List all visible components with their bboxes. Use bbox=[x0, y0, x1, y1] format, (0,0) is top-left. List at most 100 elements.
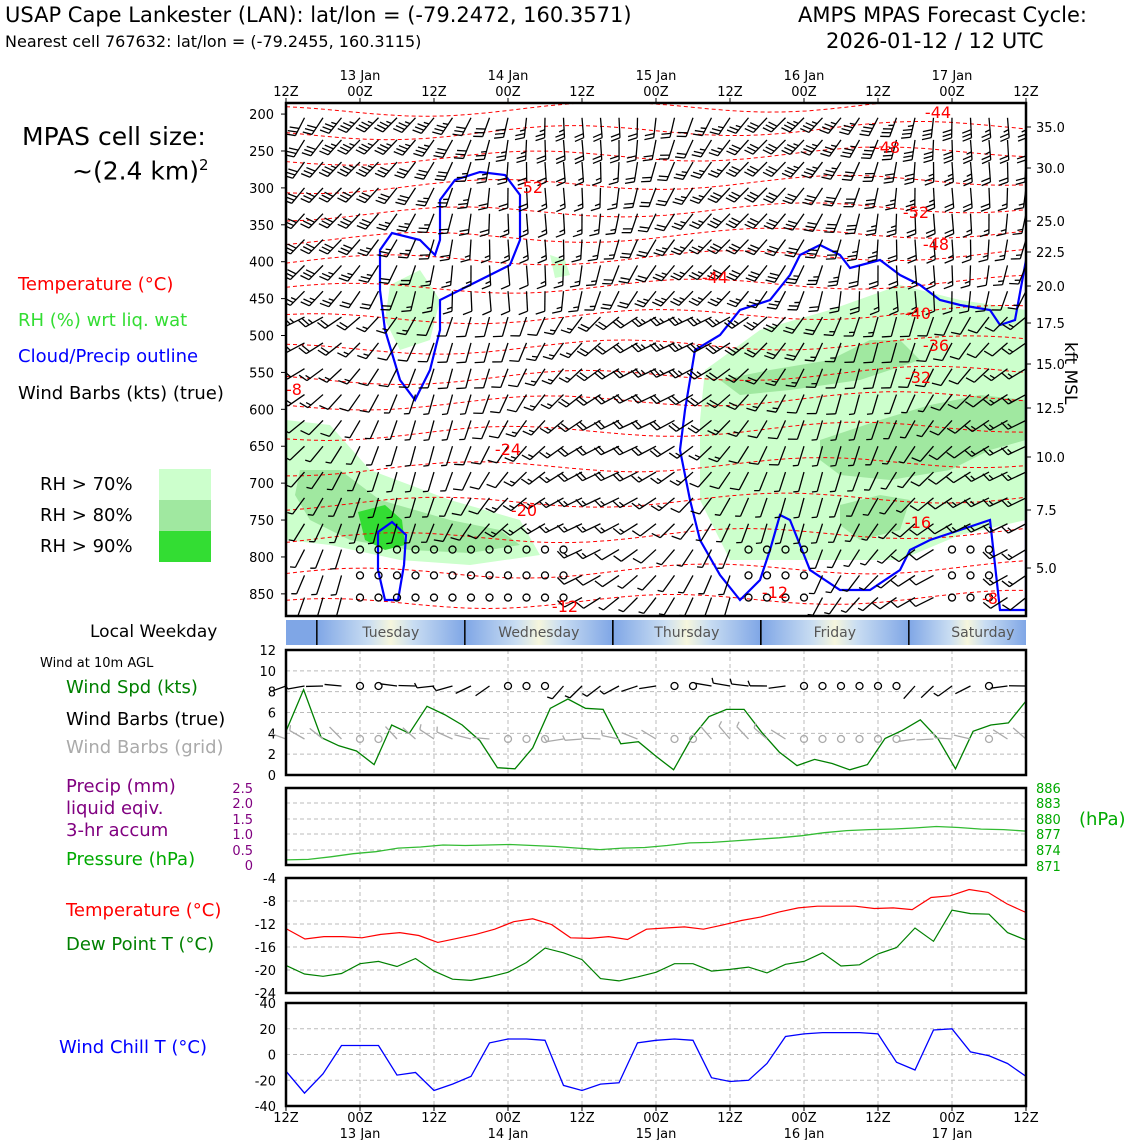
barb-flag bbox=[303, 298, 313, 304]
barb-flag bbox=[612, 500, 621, 509]
barb-staff bbox=[368, 394, 380, 413]
wind-barb bbox=[726, 117, 750, 134]
wind-barb bbox=[612, 342, 638, 354]
barb-staff bbox=[459, 523, 472, 541]
barb-staff bbox=[551, 342, 565, 360]
barb-flag bbox=[1001, 580, 1010, 588]
wind-barb bbox=[707, 290, 731, 307]
wind-barb bbox=[652, 290, 675, 307]
barb-half-flag bbox=[988, 424, 994, 429]
barb-flag bbox=[962, 233, 972, 238]
barb-flag bbox=[593, 137, 603, 143]
barb-flag bbox=[396, 229, 407, 232]
barb-flag bbox=[287, 193, 298, 198]
wind-barb bbox=[553, 265, 565, 289]
barb-flag bbox=[823, 334, 834, 337]
wind-barb bbox=[910, 471, 934, 487]
wind-barb bbox=[707, 264, 731, 281]
barb-staff bbox=[482, 368, 491, 389]
barb-flag bbox=[612, 395, 620, 404]
wind-barb bbox=[631, 497, 657, 510]
barb-staff bbox=[937, 419, 953, 436]
wind-barb bbox=[508, 368, 528, 388]
barb-flag bbox=[1015, 177, 1026, 182]
barb-flag bbox=[805, 122, 815, 128]
barb-flag bbox=[707, 430, 717, 436]
wind-barb bbox=[433, 523, 454, 543]
barb-half-flag bbox=[544, 501, 550, 507]
barb-flag bbox=[820, 152, 830, 157]
wind-barb bbox=[945, 471, 971, 484]
barb-flag bbox=[981, 133, 991, 139]
barb-flag bbox=[863, 126, 873, 130]
calm-circle bbox=[429, 571, 439, 580]
wind-barb bbox=[480, 239, 491, 264]
barb-staff bbox=[287, 685, 305, 690]
wind-barb bbox=[1001, 393, 1026, 405]
barb-flag bbox=[656, 224, 667, 228]
wind-barb bbox=[380, 290, 398, 311]
barb-staff bbox=[582, 523, 601, 533]
temperature-contour-label: -52 bbox=[903, 203, 929, 222]
barb-flag bbox=[727, 347, 737, 354]
wind-barb bbox=[982, 497, 1008, 507]
barb-flag bbox=[709, 220, 720, 226]
barb-flag bbox=[916, 360, 926, 362]
barb-flag bbox=[668, 424, 677, 432]
wind-barb bbox=[688, 264, 712, 281]
barb-flag bbox=[783, 124, 794, 130]
barb-flag bbox=[456, 126, 466, 130]
barb-staff bbox=[372, 497, 380, 518]
barb-staff bbox=[481, 420, 491, 440]
barb-flag bbox=[342, 143, 352, 150]
barb-flag bbox=[586, 284, 596, 287]
barb-staff bbox=[600, 471, 620, 482]
wind-barb bbox=[930, 394, 953, 411]
barb-flag bbox=[690, 174, 700, 179]
barb-flag bbox=[786, 121, 796, 127]
wind-barb bbox=[576, 342, 601, 357]
barb-flag bbox=[317, 349, 327, 356]
wind-speed-tick-label: 2 bbox=[268, 748, 276, 763]
wind-barb bbox=[556, 548, 583, 559]
barb-flag bbox=[654, 227, 664, 232]
calm-circle bbox=[744, 571, 753, 580]
barb-staff bbox=[990, 596, 1008, 609]
barb-staff bbox=[768, 685, 786, 689]
barb-flag bbox=[827, 284, 838, 287]
barb-flag bbox=[516, 159, 526, 164]
barb-staff bbox=[973, 368, 990, 383]
wind-barb bbox=[357, 239, 380, 257]
wind-barb bbox=[793, 471, 805, 493]
wind-barb bbox=[325, 445, 343, 464]
wind-barb bbox=[377, 342, 398, 361]
barb-flag bbox=[526, 358, 536, 362]
wind-barb bbox=[726, 290, 750, 308]
barb-staff bbox=[532, 394, 546, 411]
barb-flag bbox=[749, 191, 759, 198]
wind-barb bbox=[355, 316, 379, 333]
cross-section-frame bbox=[284, 101, 1028, 618]
barb-flag bbox=[923, 155, 933, 160]
barb-flag bbox=[1012, 232, 1023, 236]
wind-barb bbox=[691, 139, 713, 158]
barb-staff bbox=[816, 497, 824, 518]
wind-barb bbox=[642, 139, 657, 162]
barb-flag bbox=[672, 201, 682, 206]
wind-barb bbox=[992, 729, 1008, 740]
barb-flag bbox=[844, 387, 855, 390]
barb-half-flag bbox=[679, 246, 686, 250]
calm-circle bbox=[873, 734, 883, 744]
barb-flag bbox=[786, 143, 797, 150]
barb-staff bbox=[940, 368, 953, 386]
barb-flag bbox=[356, 225, 366, 230]
wind-barb bbox=[726, 139, 749, 156]
barb-staff bbox=[755, 290, 768, 309]
barb-flag bbox=[594, 526, 602, 534]
wind-barb bbox=[668, 393, 694, 406]
barb-staff bbox=[497, 420, 509, 439]
barb-staff bbox=[959, 316, 972, 335]
wind-barb bbox=[848, 265, 861, 289]
wind-barb bbox=[887, 239, 898, 264]
wind-barb bbox=[383, 394, 398, 414]
